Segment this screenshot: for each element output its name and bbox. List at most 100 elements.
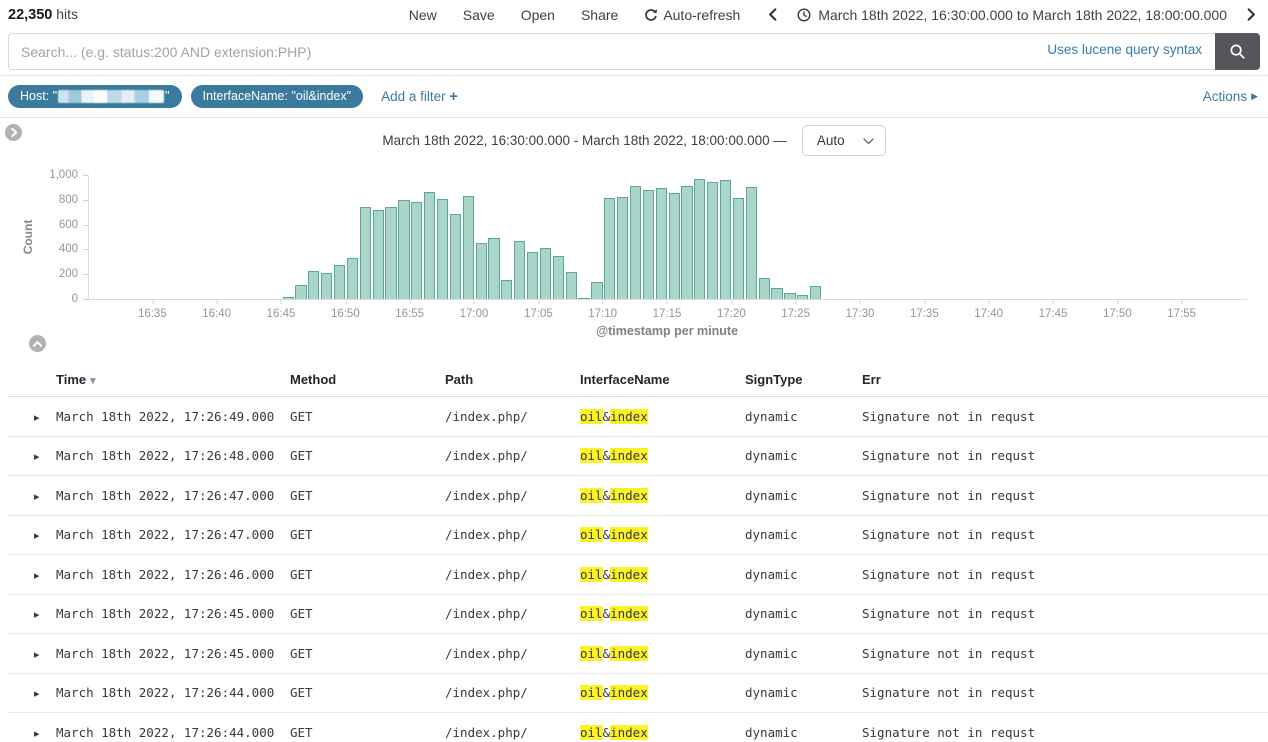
histogram-bar[interactable] [668,193,680,299]
highlighted-term: index [610,645,648,661]
table-row: ▸ March 18th 2022, 17:26:44.000 GET/index.… [8,674,1268,713]
add-filter-link[interactable]: Add a filter + [381,88,458,105]
histogram-bar[interactable] [308,271,320,299]
caret-right-icon: ▸ [34,648,40,661]
histogram-bar[interactable] [385,207,397,299]
table-row: ▸ March 18th 2022, 17:26:45.000 GET/index.… [8,595,1268,634]
histogram-bar[interactable] [591,282,603,299]
table-row: ▸ March 18th 2022, 17:26:45.000 GET/index.… [8,634,1268,674]
column-header-path[interactable]: Path [445,372,474,387]
expand-row-button[interactable]: ▸ [8,409,56,424]
histogram-bar[interactable] [797,295,809,299]
histogram-bar[interactable] [449,214,462,299]
histogram-bar[interactable] [694,179,706,299]
x-axis-tick: 16:40 [202,300,232,320]
highlighted-term: oil [580,645,603,661]
search-input[interactable] [8,33,1215,70]
expand-row-button[interactable]: ▸ [8,725,56,740]
highlighted-term: index [610,487,648,503]
histogram-bar[interactable] [707,182,719,299]
filter-actions-link[interactable]: Actions ▶ [1202,89,1258,104]
filter-pill-interfacename[interactable]: InterfaceName: "oil&index" [190,85,364,108]
histogram-bar[interactable] [295,285,307,299]
histogram-bar[interactable] [617,197,629,299]
histogram-bar[interactable] [629,186,642,299]
collapse-chart-button[interactable] [5,124,22,141]
cell-path: /index.php/ [445,645,528,661]
histogram-bar[interactable] [810,286,822,299]
lucene-syntax-link[interactable]: Uses lucene query syntax [1047,42,1202,57]
cell-err: Signature not in requst [862,645,1036,661]
column-header-time[interactable]: Time ▾ [56,372,96,387]
interval-select[interactable]: Auto [801,125,886,156]
share-button[interactable]: Share [580,6,619,23]
time-range-next-button[interactable] [1245,8,1258,21]
expand-row-button[interactable]: ▸ [8,567,56,582]
filter-pill-host[interactable]: Host: " " [8,85,182,108]
expand-row-button[interactable]: ▸ [8,488,56,503]
histogram-bar[interactable] [604,198,616,299]
histogram-bar[interactable] [346,258,359,299]
chevron-up-icon [33,340,42,348]
cell-interfacename: oil&index [580,487,648,503]
histogram-bar[interactable] [424,192,436,299]
highlighted-term: oil [580,685,603,701]
histogram-bar[interactable] [321,273,333,299]
histogram-bar[interactable] [359,207,371,299]
cell-signtype: dynamic [745,566,798,582]
column-header-interfacename[interactable]: InterfaceName [580,372,670,387]
save-button[interactable]: Save [462,6,495,23]
histogram-bar[interactable] [578,298,590,299]
search-button[interactable] [1215,33,1260,70]
histogram-bar[interactable] [501,280,513,299]
histogram-bar[interactable] [784,293,796,299]
time-range-previous-button[interactable] [766,8,779,21]
histogram-bar[interactable] [282,297,294,299]
cell-err: Signature not in requst [862,487,1036,503]
new-button[interactable]: New [408,6,437,23]
histogram-bar[interactable] [462,196,474,299]
histogram-bar[interactable] [411,202,423,299]
expand-row-button[interactable]: ▸ [8,527,56,542]
histogram-bar[interactable] [527,252,539,299]
histogram-bar[interactable] [771,288,783,299]
histogram-bar[interactable] [398,200,410,299]
expand-row-button[interactable]: ▸ [8,646,56,661]
column-header-err[interactable]: Err [862,372,881,387]
histogram-bar[interactable] [720,180,732,299]
auto-refresh-button[interactable]: Auto-refresh [644,7,740,23]
histogram-bar[interactable] [372,210,384,299]
cell-interfacename: oil&index [580,566,648,582]
histogram-bar[interactable] [565,272,577,299]
histogram-bar[interactable] [539,248,552,299]
histogram-bar[interactable] [436,199,449,299]
histogram-bar[interactable] [552,256,564,299]
column-header-method[interactable]: Method [290,372,337,387]
cell-path: /index.php/ [445,408,528,424]
histogram-bar[interactable] [514,241,526,299]
histogram-bar[interactable] [488,238,500,299]
collapse-histogram-button[interactable] [29,335,46,352]
caret-right-icon: ▸ [34,727,40,740]
histogram-bar[interactable] [758,278,770,299]
expand-row-button[interactable]: ▸ [8,448,56,463]
histogram-bar[interactable] [475,243,487,299]
histogram-bar[interactable] [642,190,655,299]
cell-method: GET [290,566,313,582]
cell-method: GET [290,606,313,622]
x-axis-tick: 17:40 [974,300,1004,320]
histogram-bar[interactable] [334,265,346,299]
caret-right-icon: ▸ [34,530,40,543]
expand-row-button[interactable]: ▸ [8,685,56,700]
expand-row-button[interactable]: ▸ [8,606,56,621]
table-header-row: Time ▾ Method Path InterfaceName SignType… [8,363,1268,397]
sort-descending-icon: ▾ [90,375,96,387]
column-header-signtype[interactable]: SignType [745,372,803,387]
time-range-picker[interactable]: March 18th 2022, 16:30:00.000 to March 1… [797,7,1227,23]
histogram-bar[interactable] [681,186,693,299]
histogram-bar[interactable] [655,188,667,299]
open-button[interactable]: Open [520,6,555,23]
histogram-bar[interactable] [745,187,757,299]
histogram-bar[interactable] [732,198,745,299]
cell-method: GET [290,487,313,503]
